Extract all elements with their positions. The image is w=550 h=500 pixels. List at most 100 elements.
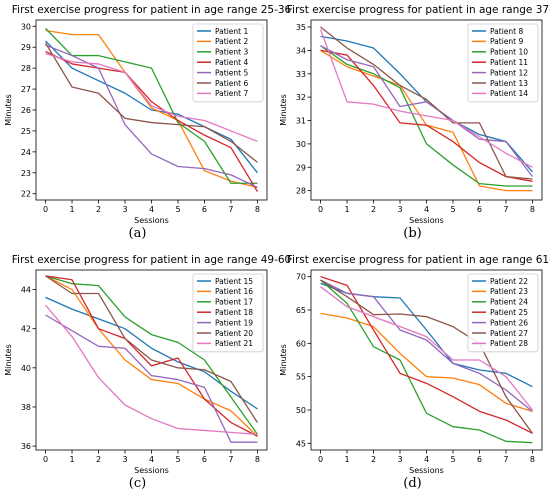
x-tick-label: 4 [424,455,429,464]
legend-label: Patient 22 [490,277,528,286]
legend-label: Patient 19 [215,318,253,327]
y-tick-label: 29 [296,163,306,172]
x-tick-label: 3 [397,455,402,464]
x-tick-label: 5 [175,205,180,214]
legend-label: Patient 13 [490,79,528,88]
legend-label: Patient 2 [215,37,248,46]
chart-title: First exercise progress for patient in a… [287,254,550,266]
y-tick-label: 33 [296,70,306,79]
x-tick-label: 6 [202,205,207,214]
legend-label: Patient 21 [215,339,253,348]
chart-svg: First exercise progress for patient in a… [275,250,550,500]
y-tick-label: 25 [21,127,31,136]
panel-label: (a) [0,226,275,241]
legend-label: Patient 20 [215,329,253,338]
y-tick-label: 42 [21,325,31,334]
x-tick-label: 0 [43,455,48,464]
y-tick-label: 44 [21,286,31,295]
y-tick-label: 45 [296,439,306,448]
chart-svg: First exercise progress for patient in a… [0,0,275,250]
y-tick-label: 28 [296,187,306,196]
x-tick-label: 1 [344,205,349,214]
x-tick-label: 8 [530,455,535,464]
y-tick-label: 26 [21,106,31,115]
y-tick-label: 35 [296,23,306,32]
x-tick-label: 0 [318,205,323,214]
y-tick-label: 28 [21,64,31,73]
legend-label: Patient 18 [215,308,253,317]
x-tick-label: 3 [397,205,402,214]
chart-panel-d: First exercise progress for patient in a… [275,250,550,500]
panel-label: (d) [275,476,550,491]
y-tick-label: 38 [21,403,31,412]
chart-title: First exercise progress for patient in a… [287,4,550,16]
y-tick-label: 50 [296,406,306,415]
legend-label: Patient 1 [215,27,248,36]
x-tick-label: 4 [149,455,154,464]
chart-svg: First exercise progress for patient in a… [0,250,275,500]
legend-label: Patient 27 [490,329,528,338]
x-axis-label: Sessions [409,216,444,225]
legend-label: Patient 4 [215,58,248,67]
legend-label: Patient 7 [215,89,248,98]
panel-label: (b) [275,226,550,241]
y-axis-label: Minutes [4,94,13,126]
legend-label: Patient 24 [490,298,528,307]
legend-label: Patient 5 [215,68,248,77]
x-tick-label: 6 [477,455,482,464]
y-tick-label: 70 [296,273,306,282]
legend-label: Patient 11 [490,58,528,67]
legend-label: Patient 25 [490,308,528,317]
legend-label: Patient 8 [490,27,523,36]
y-tick-label: 22 [21,190,31,199]
legend-label: Patient 6 [215,79,248,88]
x-tick-label: 3 [122,205,127,214]
legend-label: Patient 28 [490,339,528,348]
x-tick-label: 7 [503,455,508,464]
legend-label: Patient 14 [490,89,528,98]
x-tick-label: 3 [122,455,127,464]
y-axis-label: Minutes [279,344,288,376]
y-tick-label: 55 [296,373,306,382]
x-tick-label: 2 [96,205,101,214]
legend-label: Patient 9 [490,37,523,46]
x-tick-label: 4 [149,205,154,214]
legend-label: Patient 10 [490,48,528,57]
x-tick-label: 8 [255,205,260,214]
legend-label: Patient 12 [490,68,528,77]
legend-label: Patient 23 [490,287,528,296]
y-tick-label: 60 [296,339,306,348]
x-tick-label: 2 [371,455,376,464]
x-tick-label: 7 [503,205,508,214]
chart-title: First exercise progress for patient in a… [12,4,292,16]
x-tick-label: 0 [318,455,323,464]
chart-panel-c: First exercise progress for patient in a… [0,250,275,500]
x-tick-label: 8 [530,205,535,214]
y-tick-label: 27 [21,85,31,94]
x-axis-label: Sessions [409,466,444,475]
y-tick-label: 65 [296,306,306,315]
legend-label: Patient 16 [215,287,253,296]
chart-title: First exercise progress for patient in a… [12,254,291,266]
y-tick-label: 32 [296,93,306,102]
y-tick-label: 30 [21,22,31,31]
legend-label: Patient 15 [215,277,253,286]
chart-panel-a: First exercise progress for patient in a… [0,0,275,250]
y-tick-label: 40 [21,364,31,373]
legend-label: Patient 3 [215,48,248,57]
x-tick-label: 7 [228,455,233,464]
y-tick-label: 23 [21,169,31,178]
x-tick-label: 6 [477,205,482,214]
y-tick-label: 29 [21,43,31,52]
x-tick-label: 1 [344,455,349,464]
x-tick-label: 0 [43,205,48,214]
x-tick-label: 5 [450,455,455,464]
x-tick-label: 2 [371,205,376,214]
y-tick-label: 34 [296,46,306,55]
x-tick-label: 2 [96,455,101,464]
x-axis-label: Sessions [134,466,169,475]
x-tick-label: 1 [69,205,74,214]
y-tick-label: 30 [296,140,306,149]
x-tick-label: 5 [450,205,455,214]
x-tick-label: 8 [255,455,260,464]
